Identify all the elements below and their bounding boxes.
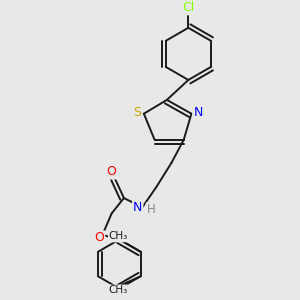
Text: N: N [194, 106, 203, 119]
Text: Cl: Cl [182, 2, 194, 14]
Text: CH₃: CH₃ [108, 285, 128, 296]
Text: H: H [146, 203, 155, 216]
Text: S: S [133, 106, 141, 119]
Text: O: O [94, 231, 104, 244]
Text: N: N [133, 201, 142, 214]
Text: O: O [107, 166, 117, 178]
Text: CH₃: CH₃ [109, 231, 128, 242]
